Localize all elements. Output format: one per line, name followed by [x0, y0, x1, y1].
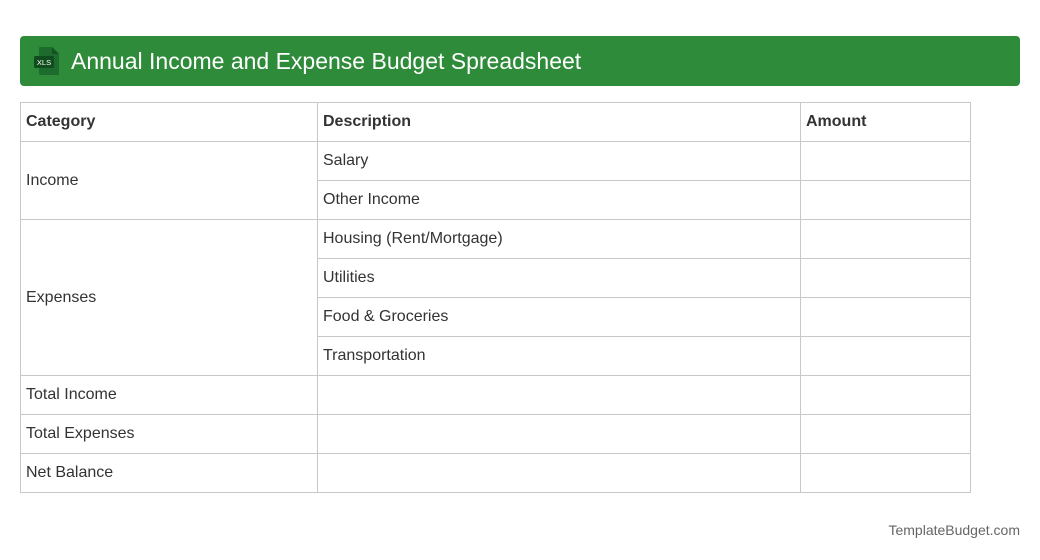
column-header-amount: Amount [800, 102, 971, 142]
column-header-category: Category [20, 102, 318, 142]
spreadsheet-file-icon: XLS [34, 47, 59, 75]
amount-cell[interactable] [800, 375, 971, 415]
category-cell-income: Income [20, 141, 318, 220]
summary-cell-total-income: Total Income [20, 375, 318, 415]
table-row: Other Income [21, 180, 971, 220]
footer-brand: TemplateBudget.com [888, 522, 1020, 538]
table-row: Total Expenses [20, 414, 971, 454]
summary-cell-total-expenses: Total Expenses [20, 414, 318, 454]
description-cell: Housing (Rent/Mortgage) [317, 219, 801, 259]
description-cell[interactable] [317, 414, 801, 454]
column-header-description: Description [317, 102, 801, 142]
amount-cell[interactable] [800, 414, 971, 454]
description-cell: Transportation [317, 336, 801, 376]
table-row: Food & Groceries [21, 297, 971, 337]
title-banner: XLS Annual Income and Expense Budget Spr… [20, 36, 1020, 86]
category-cell-expenses: Expenses [20, 219, 318, 376]
description-cell: Salary [317, 141, 801, 181]
amount-cell[interactable] [800, 336, 971, 376]
description-cell: Food & Groceries [317, 297, 801, 337]
table-row: Income Salary [20, 141, 971, 220]
table-row: Total Income [20, 375, 971, 415]
table-row: Net Balance [20, 453, 971, 493]
amount-cell[interactable] [800, 219, 971, 259]
amount-cell[interactable] [800, 297, 971, 337]
amount-cell[interactable] [800, 453, 971, 493]
amount-cell[interactable] [800, 258, 971, 298]
amount-cell[interactable] [800, 180, 971, 220]
description-cell[interactable] [317, 453, 801, 493]
budget-table: Category Description Amount Income Salar… [20, 102, 971, 493]
page-title: Annual Income and Expense Budget Spreads… [71, 48, 582, 74]
description-cell: Utilities [317, 258, 801, 298]
table-header-row: Category Description Amount [20, 102, 971, 142]
summary-cell-net-balance: Net Balance [20, 453, 318, 493]
description-cell: Other Income [317, 180, 801, 220]
description-cell[interactable] [317, 375, 801, 415]
icon-label: XLS [37, 58, 51, 67]
amount-cell[interactable] [800, 141, 971, 181]
table-row: Expenses Housing (Rent/Mortgage) [20, 219, 971, 376]
